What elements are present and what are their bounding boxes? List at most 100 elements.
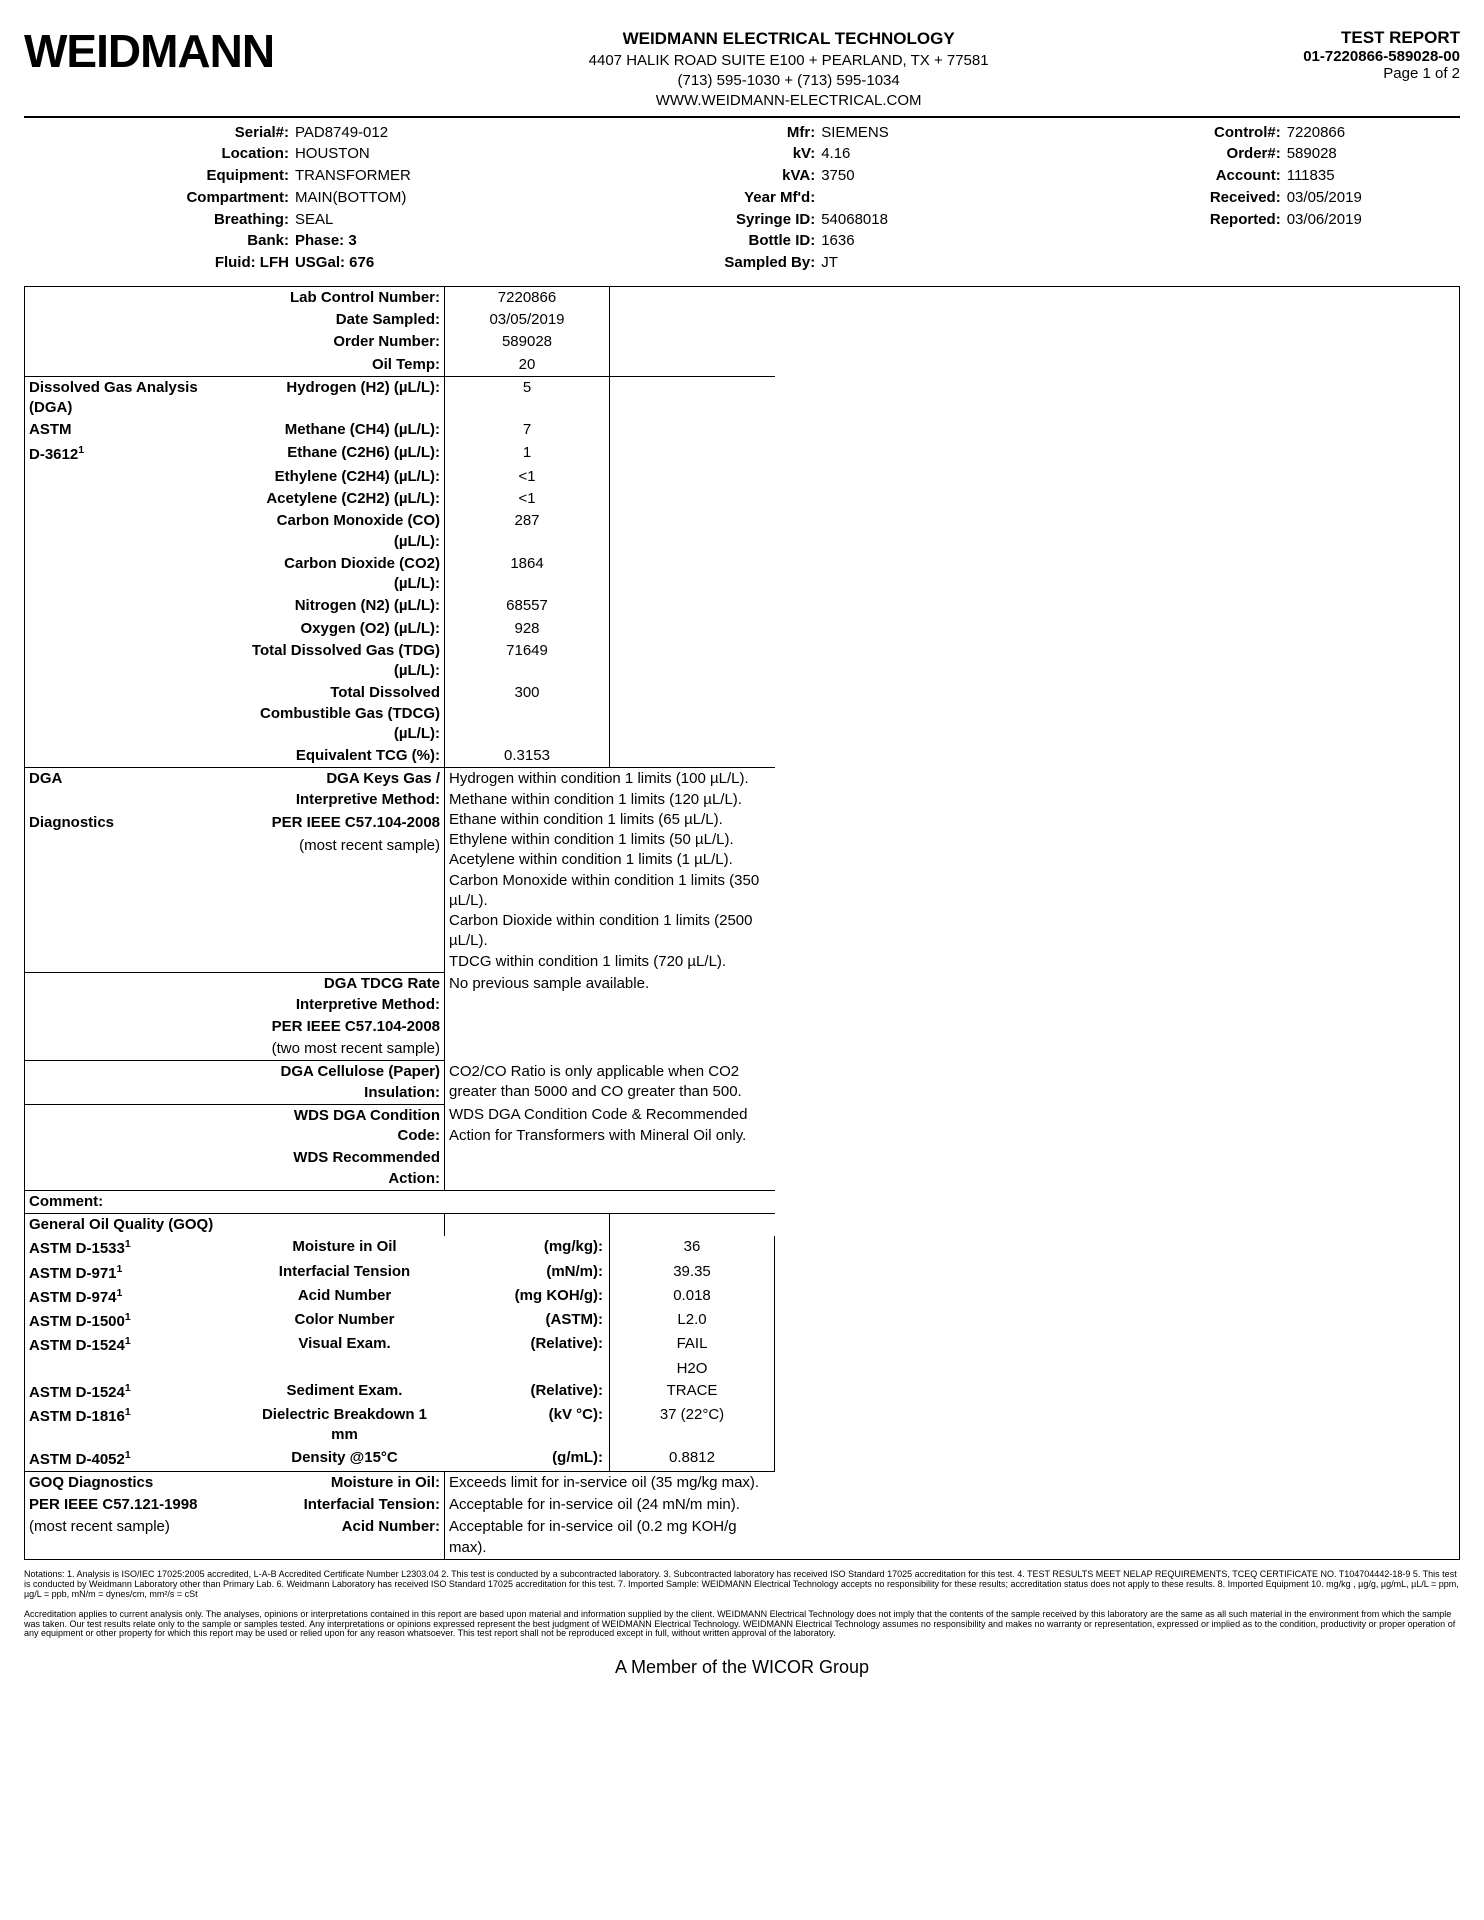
goq-value: 36 <box>610 1236 775 1260</box>
dga-value: 287 <box>445 510 610 553</box>
dga-diag-sec1: DGA <box>25 768 245 812</box>
goq-param: Moisture in Oil <box>245 1236 445 1260</box>
goq-std: ASTM D-9741 <box>25 1285 245 1309</box>
dga-param: Nitrogen (N2) (µL/L): <box>245 595 445 617</box>
bottle-value: 1636 <box>821 230 1050 252</box>
bottle-label: Bottle ID: <box>639 230 821 252</box>
dga-param: Oxygen (O2) (µL/L): <box>245 618 445 640</box>
dga-param: Methane (CH4) (µL/L): <box>245 419 445 441</box>
dga-kg-line: Carbon Monoxide within condition 1 limit… <box>449 871 771 912</box>
goq-unit: (Relative): <box>445 1333 610 1357</box>
dga-kg-line: Hydrogen within condition 1 limits (100 … <box>449 769 771 789</box>
kv-label: kV: <box>639 143 821 165</box>
goqd-moist-value: Exceeds limit for in-service oil (35 mg/… <box>445 1471 775 1494</box>
goq-unit <box>445 1358 610 1380</box>
goq-unit: (mg/kg): <box>445 1236 610 1260</box>
dga-param: Hydrogen (H2) (µL/L): <box>245 376 445 419</box>
dga-param: Carbon Monoxide (CO) (µL/L): <box>245 510 445 553</box>
goq-unit: (g/mL): <box>445 1447 610 1472</box>
sampledby-value: JT <box>821 252 1050 274</box>
goqd-moist-label: Moisture in Oil: <box>245 1471 445 1494</box>
wds-code-label: WDS DGA Condition Code: <box>245 1104 445 1147</box>
compartment-value: MAIN(BOTTOM) <box>295 187 639 209</box>
goq-value: 0.8812 <box>610 1447 775 1472</box>
dga-kg-lines: Hydrogen within condition 1 limits (100 … <box>445 768 775 973</box>
syringe-label: Syringe ID: <box>639 209 821 231</box>
dga-kg-line: Acetylene within condition 1 limits (1 µ… <box>449 850 771 870</box>
footer-text: A Member of the WICOR Group <box>24 1657 1460 1678</box>
dga-section <box>25 466 245 488</box>
dga-section <box>25 682 245 745</box>
oil-temp-label: Oil Temp: <box>245 354 445 377</box>
accreditation-text: Accreditation applies to current analysi… <box>24 1610 1460 1640</box>
dga-section <box>25 553 245 596</box>
goqd-sec: GOQ Diagnostics <box>25 1471 245 1494</box>
wds-action-label: WDS Recommended Action: <box>245 1147 445 1190</box>
equipment-label: Equipment: <box>24 165 295 187</box>
dga-kg-line: Carbon Dioxide within condition 1 limits… <box>449 911 771 952</box>
dga-section: D-36121 <box>25 442 245 466</box>
oil-temp-value: 20 <box>445 354 610 377</box>
order-number-value: 589028 <box>445 331 610 353</box>
compartment-label: Compartment: <box>24 187 295 209</box>
dga-value: 68557 <box>445 595 610 617</box>
report-title: TEST REPORT <box>1303 28 1460 48</box>
company-phone: (713) 595-1030 + (713) 595-1034 <box>274 71 1303 91</box>
goqd-an-label: Acid Number: <box>245 1516 445 1559</box>
mfr-label: Mfr: <box>639 122 821 144</box>
dga-section <box>25 745 245 768</box>
lcn-value: 7220866 <box>445 286 610 309</box>
goq-param: Color Number <box>245 1309 445 1333</box>
goqd-an-value: Acceptable for in-service oil (0.2 mg KO… <box>445 1516 775 1559</box>
goq-std: ASTM D-18161 <box>25 1404 245 1447</box>
goq-std: ASTM D-40521 <box>25 1447 245 1472</box>
dga-value: 1864 <box>445 553 610 596</box>
dga-section <box>25 510 245 553</box>
location-label: Location: <box>24 143 295 165</box>
goq-std: ASTM D-15241 <box>25 1333 245 1357</box>
info-block: Serial#:PAD8749-012 Location:HOUSTON Equ… <box>24 118 1460 286</box>
comment-label: Comment: <box>25 1190 775 1213</box>
dga-param: Total Dissolved Gas (TDG) (µL/L): <box>245 640 445 683</box>
company-name: WEIDMANN ELECTRICAL TECHNOLOGY <box>274 28 1303 51</box>
dga-param: Equivalent TCG (%): <box>245 745 445 768</box>
serial-value: PAD8749-012 <box>295 122 639 144</box>
dga-tdcg-std: PER IEEE C57.104-2008 <box>245 1016 445 1038</box>
location-value: HOUSTON <box>295 143 639 165</box>
header-center: WEIDMANN ELECTRICAL TECHNOLOGY 4407 HALI… <box>274 24 1303 112</box>
order-value: 589028 <box>1287 143 1460 165</box>
dga-value: 300 <box>445 682 610 745</box>
goq-unit: (ASTM): <box>445 1309 610 1333</box>
goq-title: General Oil Quality (GOQ) <box>25 1214 445 1237</box>
goq-std: ASTM D-15001 <box>25 1309 245 1333</box>
goq-param: Interfacial Tension <box>245 1261 445 1285</box>
dga-param: Ethane (C2H6) (µL/L): <box>245 442 445 466</box>
goq-value: L2.0 <box>610 1309 775 1333</box>
equipment-value: TRANSFORMER <box>295 165 639 187</box>
dga-tdcg-note: (two most recent sample) <box>245 1038 445 1061</box>
dga-cell-value: CO2/CO Ratio is only applicable when CO2… <box>445 1061 775 1105</box>
dga-kg-line: Ethane within condition 1 limits (65 µL/… <box>449 810 771 830</box>
goq-param: Dielectric Breakdown 1 mm <box>245 1404 445 1447</box>
received-value: 03/05/2019 <box>1287 187 1460 209</box>
syringe-value: 54068018 <box>821 209 1050 231</box>
dga-value: 928 <box>445 618 610 640</box>
kva-label: kVA: <box>639 165 821 187</box>
dga-value: 7 <box>445 419 610 441</box>
dga-kg-line: Methane within condition 1 limits (120 µ… <box>449 790 771 810</box>
goqd-note: (most recent sample) <box>25 1516 245 1559</box>
serial-label: Serial#: <box>24 122 295 144</box>
dga-section: Dissolved Gas Analysis (DGA) <box>25 376 245 419</box>
dga-param: Carbon Dioxide (CO2) (µL/L): <box>245 553 445 596</box>
page-number: Page 1 of 2 <box>1303 65 1460 82</box>
goq-unit: (Relative): <box>445 1380 610 1404</box>
goq-value: H2O <box>610 1358 775 1380</box>
sampledby-label: Sampled By: <box>639 252 821 274</box>
dga-value: 0.3153 <box>445 745 610 768</box>
dga-tdcg-value: No previous sample available. <box>445 973 775 1061</box>
dga-kg-note: (most recent sample) <box>245 835 445 858</box>
dga-param: Acetylene (C2H2) (µL/L): <box>245 488 445 510</box>
notations-text: Notations: 1. Analysis is ISO/IEC 17025:… <box>24 1570 1460 1600</box>
dga-value: <1 <box>445 488 610 510</box>
bank-label: Bank: <box>24 230 295 252</box>
